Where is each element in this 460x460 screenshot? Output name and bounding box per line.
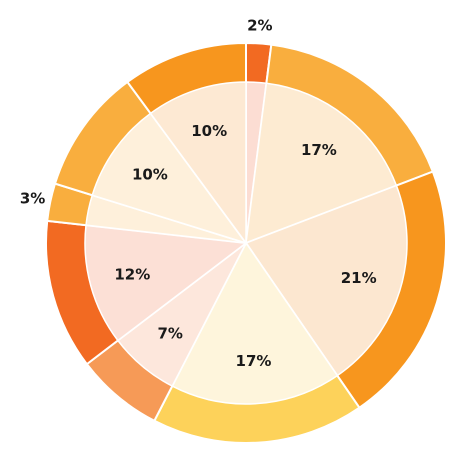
pie-slice-9: [126, 41, 247, 247]
pie-slice-8-fill: [91, 112, 248, 245]
pie-slice-4: [153, 241, 361, 444]
slice-label-5: 7%: [157, 324, 182, 342]
pie-slice-4-fill: [171, 241, 339, 405]
slice-label-6: 12%: [114, 265, 150, 283]
slice-label-2: 17%: [301, 141, 337, 159]
slice-label-1: 2%: [247, 16, 272, 34]
pie-slice-8: [53, 80, 249, 245]
pie-slice-3-fill: [244, 184, 408, 377]
slice-label-3: 21%: [341, 269, 377, 287]
slice-label-4: 17%: [236, 352, 272, 370]
pie-slice-6: [45, 219, 249, 366]
slice-label-7: 3%: [20, 189, 45, 207]
slice-label-9: 10%: [191, 122, 227, 140]
slices-layer: [45, 41, 447, 444]
pie-slice-6-fill: [84, 224, 248, 342]
pie-slice-2: [244, 43, 435, 245]
pie-slice-3: [244, 170, 447, 410]
pie-slice-9-fill: [149, 81, 247, 246]
labels-layer: 2% 17% 21% 17% 7% 12% 3% 10% 10%: [20, 16, 377, 369]
pie-slice-2-fill: [245, 82, 398, 245]
slice-label-8: 10%: [132, 166, 168, 184]
